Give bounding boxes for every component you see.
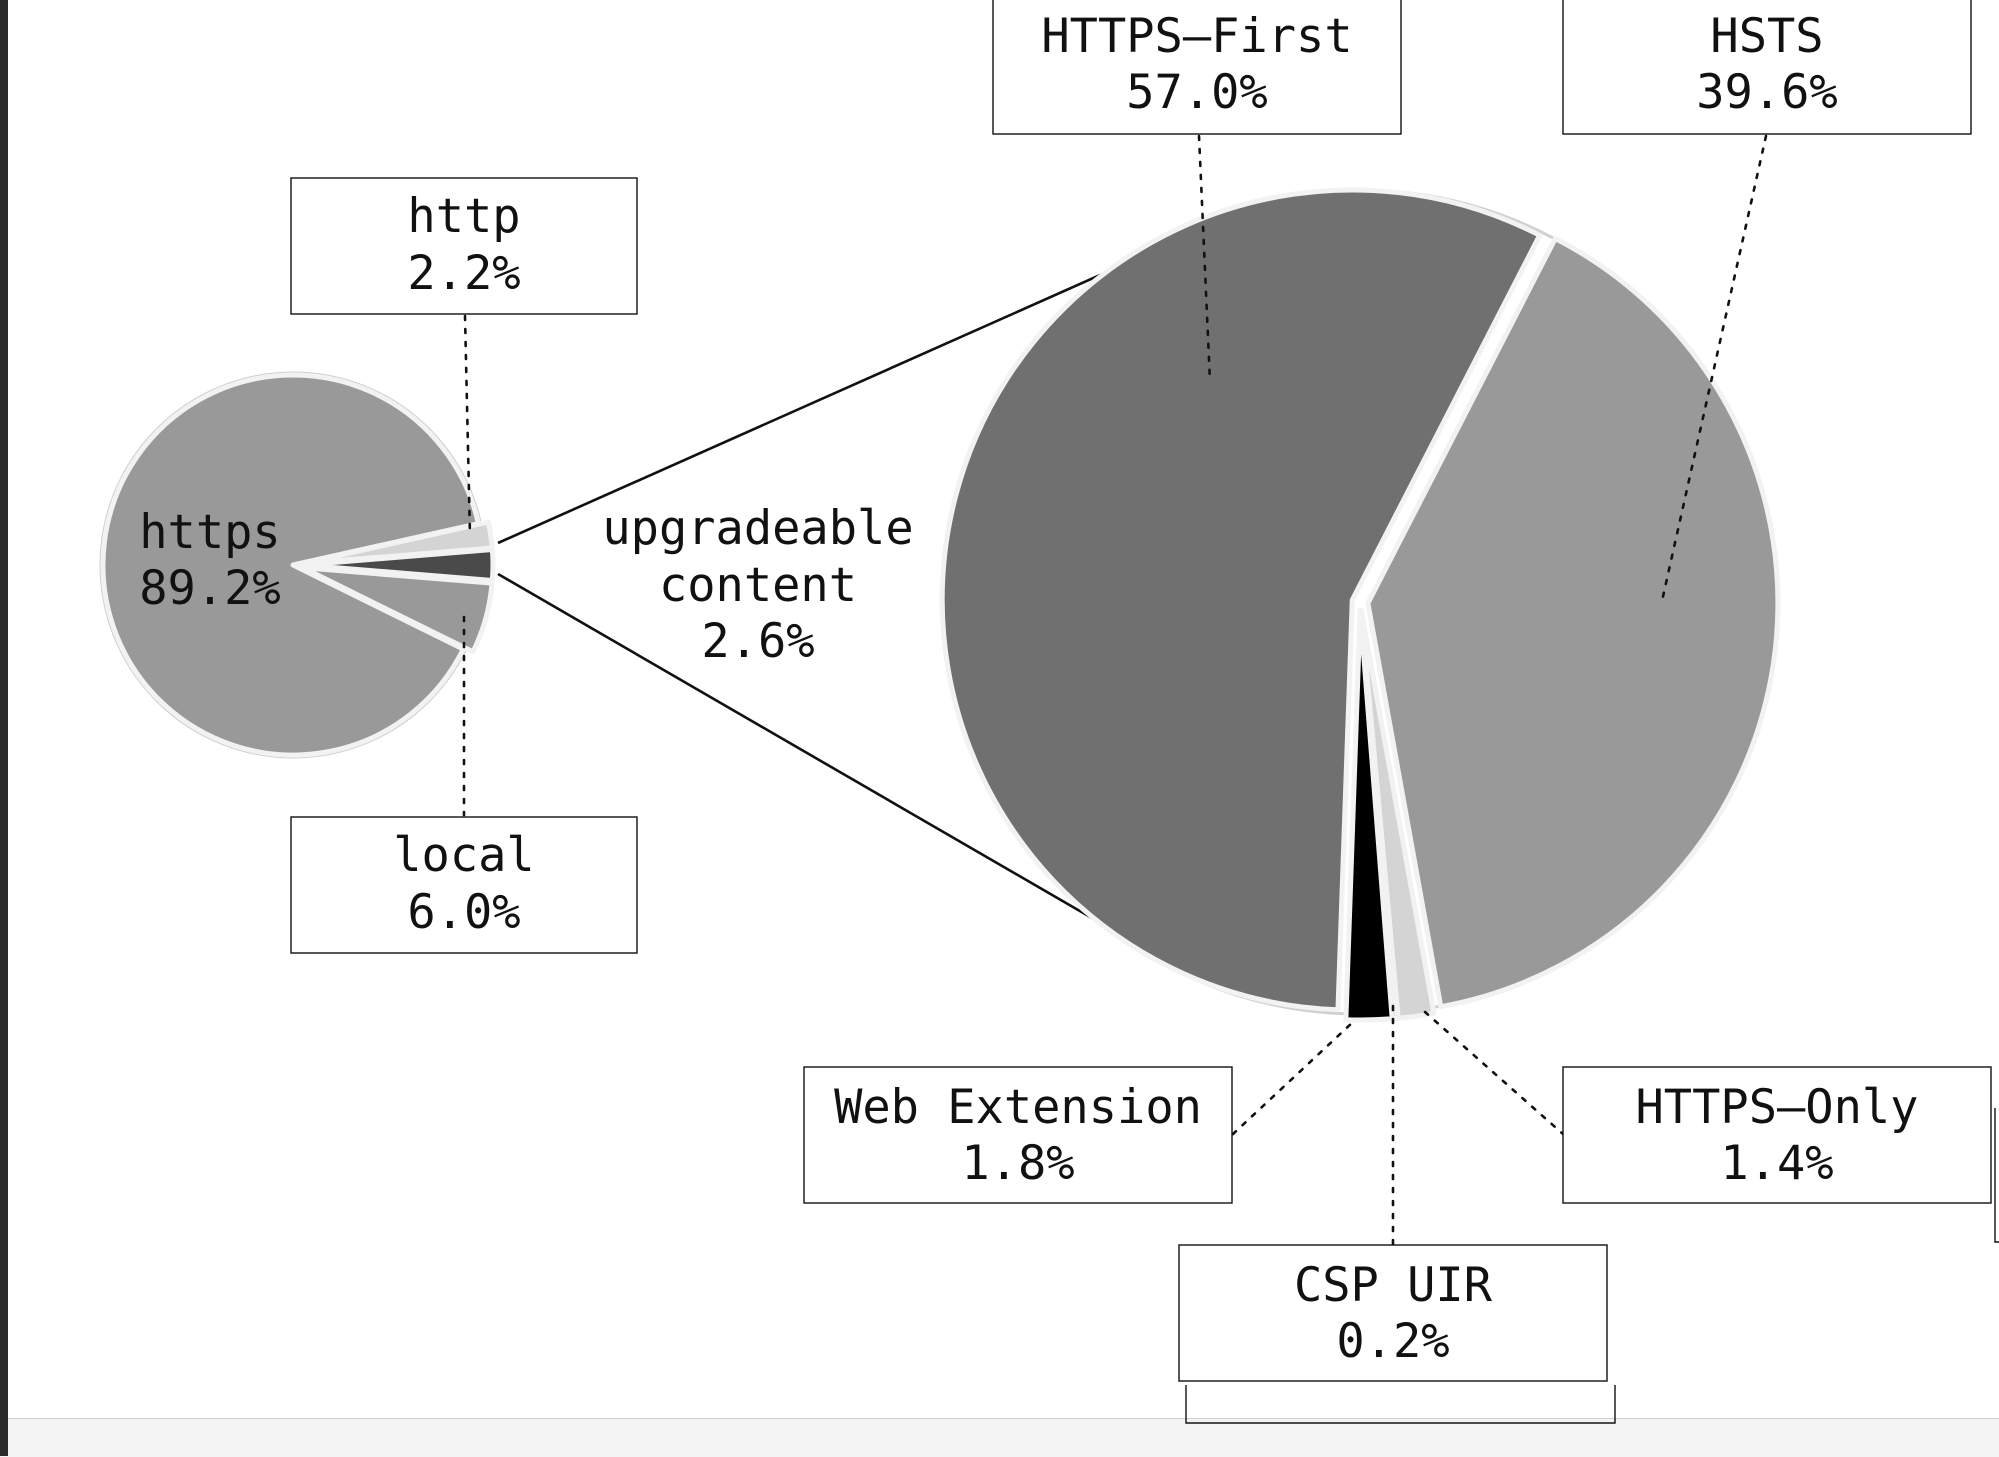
cropped-box-fragment-bottom: [1185, 1385, 1616, 1424]
connector-line-bottom: [497, 572, 1124, 938]
label-https-only-name: HTTPS–Only: [1636, 1080, 1919, 1135]
label-http-value: 2.2%: [407, 246, 520, 301]
leader-https-only: [1423, 1010, 1565, 1136]
pie-slice-https-first: [939, 187, 1543, 1013]
connector-line-top: [497, 233, 1191, 545]
label-box-https-first: HTTPS–First 57.0%: [992, 0, 1402, 135]
label-box-https-only: HTTPS–Only 1.4%: [1562, 1066, 1992, 1204]
cropped-box-fragment-right: [1994, 1108, 1999, 1243]
label-https-first-value: 57.0%: [1126, 65, 1267, 120]
label-box-csp-uir: CSP UIR 0.2%: [1178, 1244, 1608, 1382]
label-csp-uir-value: 0.2%: [1336, 1314, 1449, 1369]
label-web-extension-name: Web Extension: [834, 1080, 1202, 1135]
leader-web-extension: [1231, 1020, 1355, 1136]
label-upgradeable-line1: upgradeable: [602, 501, 913, 556]
label-upgradeable-line2: content: [659, 558, 857, 613]
label-box-local: local 6.0%: [290, 816, 638, 954]
pie-slice-hsts: [1365, 236, 1781, 1010]
label-https-first-name: HTTPS–First: [1041, 9, 1352, 64]
leader-hsts: [1660, 134, 1768, 603]
label-https-only-value: 1.4%: [1720, 1136, 1833, 1191]
label-box-hsts: HSTS 39.6%: [1562, 0, 1972, 135]
pie-slice-local: [300, 565, 495, 655]
leader-http: [463, 314, 472, 538]
right-pie: [939, 187, 1781, 1023]
label-http-name: http: [407, 189, 520, 244]
window-frame-bottom: [0, 1418, 1999, 1457]
label-local-name: local: [393, 828, 534, 883]
label-box-web-extension: Web Extension 1.8%: [803, 1066, 1233, 1204]
label-upgradeable-value: 2.6%: [701, 614, 814, 669]
window-frame-corner: [0, 1418, 8, 1456]
label-csp-uir-name: CSP UIR: [1294, 1258, 1493, 1313]
pie-slice-upgradeable-content: [300, 547, 496, 583]
left-pie: [99, 371, 496, 759]
label-box-http: http 2.2%: [290, 177, 638, 315]
leader-https-first: [1197, 134, 1212, 384]
window-frame-left: [0, 0, 8, 1456]
pie-slice-https: [100, 372, 481, 758]
slice-value-https: 89.2%: [139, 561, 280, 616]
label-web-extension-value: 1.8%: [961, 1136, 1074, 1191]
label-hsts-value: 39.6%: [1696, 65, 1837, 120]
slice-label-https: https: [139, 505, 280, 560]
label-hsts-name: HSTS: [1710, 9, 1823, 64]
label-local-value: 6.0%: [407, 885, 520, 940]
